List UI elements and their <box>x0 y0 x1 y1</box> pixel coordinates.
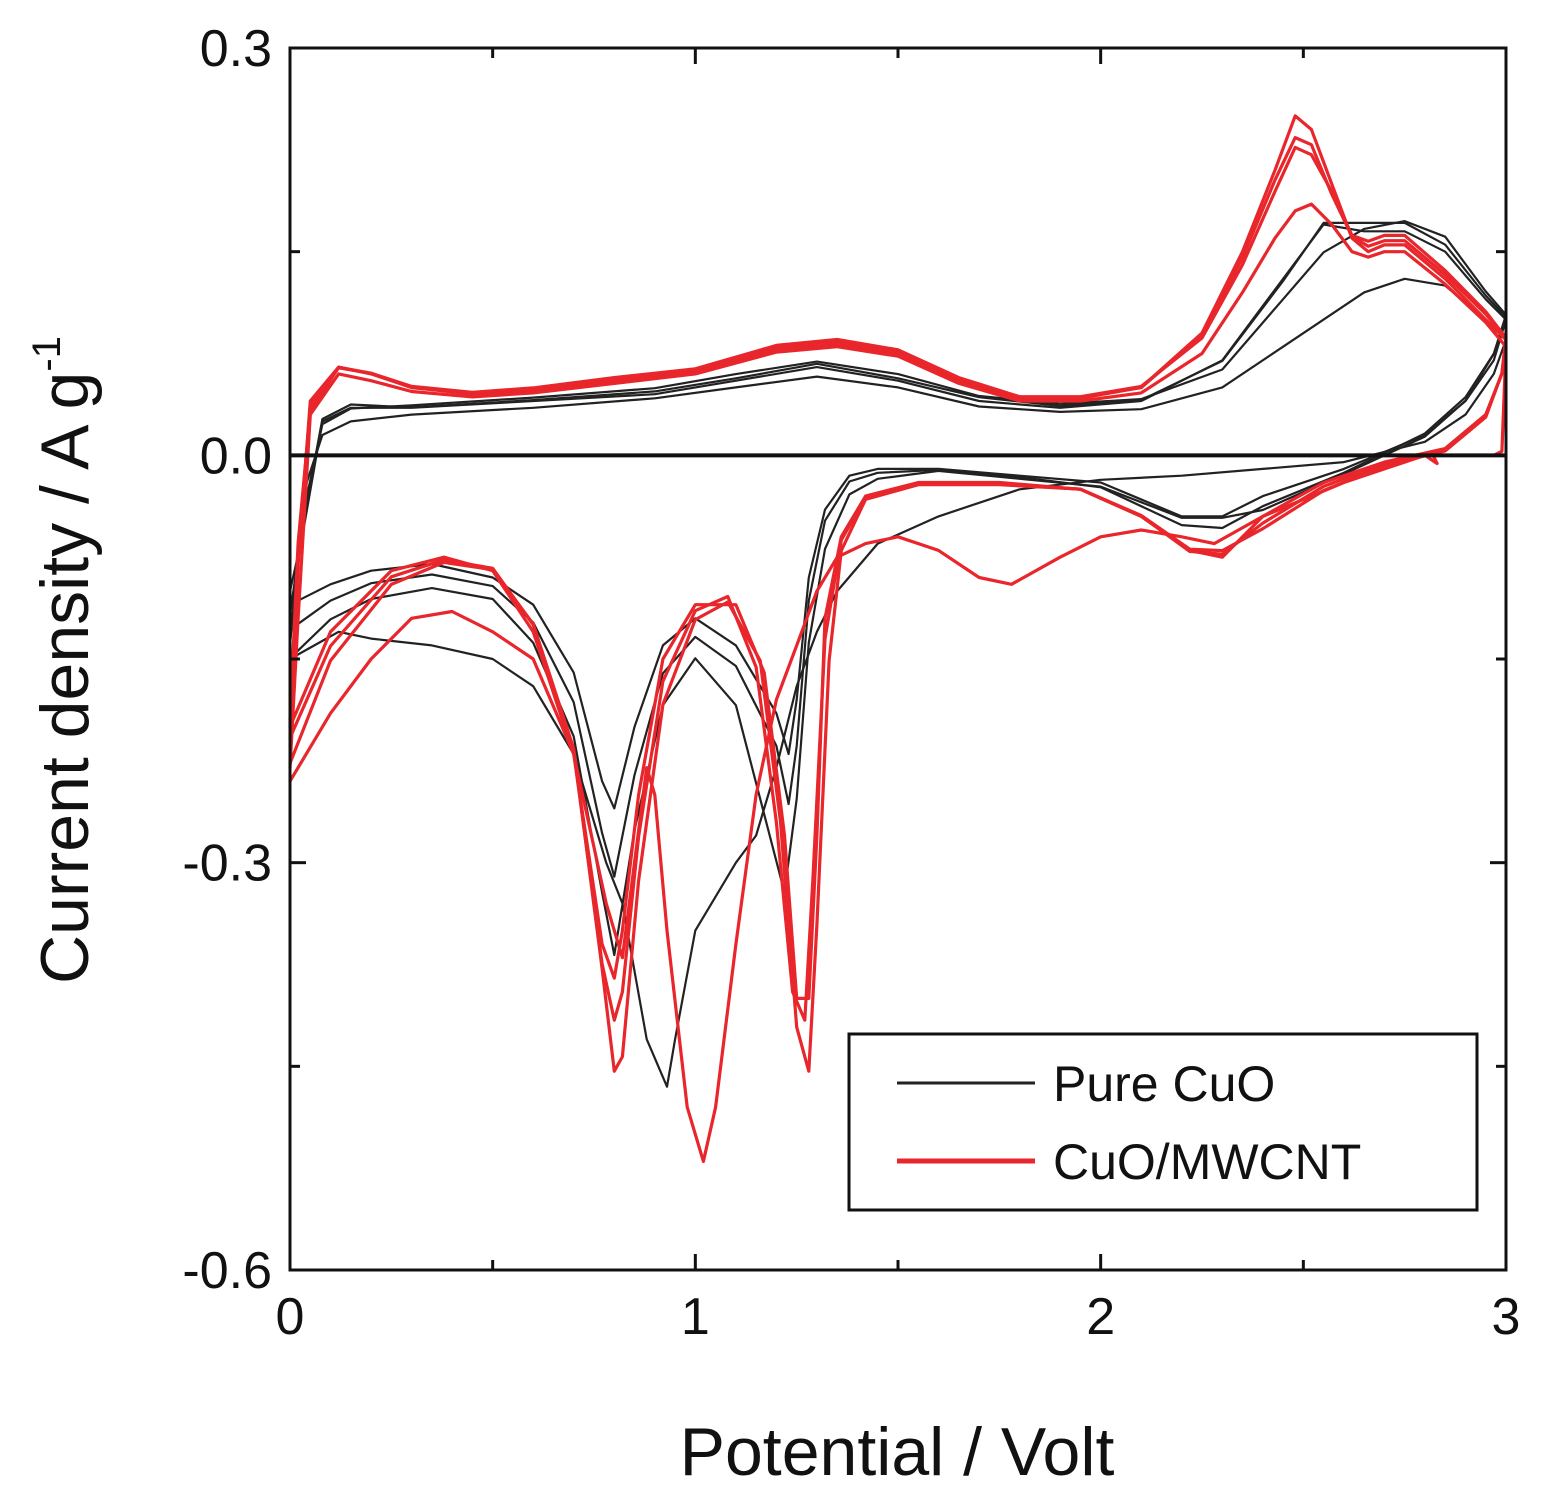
legend-label-pure-cuo: Pure CuO <box>1053 1056 1275 1112</box>
legend-label-cuo-mwcnt: CuO/MWCNT <box>1053 1134 1361 1190</box>
x-axis-title: Potential / Volt <box>680 1414 1115 1490</box>
series-cuo-mwcnt-cycle-1 <box>288 114 1508 1001</box>
legend-box <box>847 1032 1479 1212</box>
series-cuo-mwcnt-cycle-4 <box>288 202 1508 1164</box>
y-tick-label: -0.3 <box>182 835 272 893</box>
legend: Pure CuO CuO/MWCNT <box>847 1032 1479 1212</box>
series-pure-cuo-cycle-4 <box>288 277 1508 1088</box>
series-pure-cuo-cycle-2 <box>288 221 1508 878</box>
y-tick-label: -0.6 <box>182 1242 272 1300</box>
x-tick-label: 2 <box>1086 1288 1115 1346</box>
axis-tick-labels: 0 1 2 3 0.3 0.0 -0.3 -0.6 <box>182 20 1520 1346</box>
x-tick-label: 3 <box>1492 1288 1521 1346</box>
y-axis-title: Current density / A g-1 <box>25 336 103 984</box>
x-tick-label: 0 <box>276 1288 305 1346</box>
y-axis-title-main: Current density / A g <box>27 372 103 984</box>
series-cuo-mwcnt-cycle-2 <box>288 136 1508 1022</box>
series-pure-cuo-cycle-1 <box>288 223 1508 810</box>
y-tick-label: 0.3 <box>200 20 272 78</box>
y-tick-label: 0.0 <box>200 427 272 485</box>
axis-ticks <box>288 46 1508 1272</box>
y-axis-title-superscript: -1 <box>25 336 69 372</box>
series-cuo-mwcnt-cycle-3 <box>288 145 1508 1073</box>
x-tick-label: 1 <box>681 1288 710 1346</box>
series-pure-cuo-cycle-3 <box>288 220 1508 957</box>
plot-curves <box>288 114 1508 1164</box>
